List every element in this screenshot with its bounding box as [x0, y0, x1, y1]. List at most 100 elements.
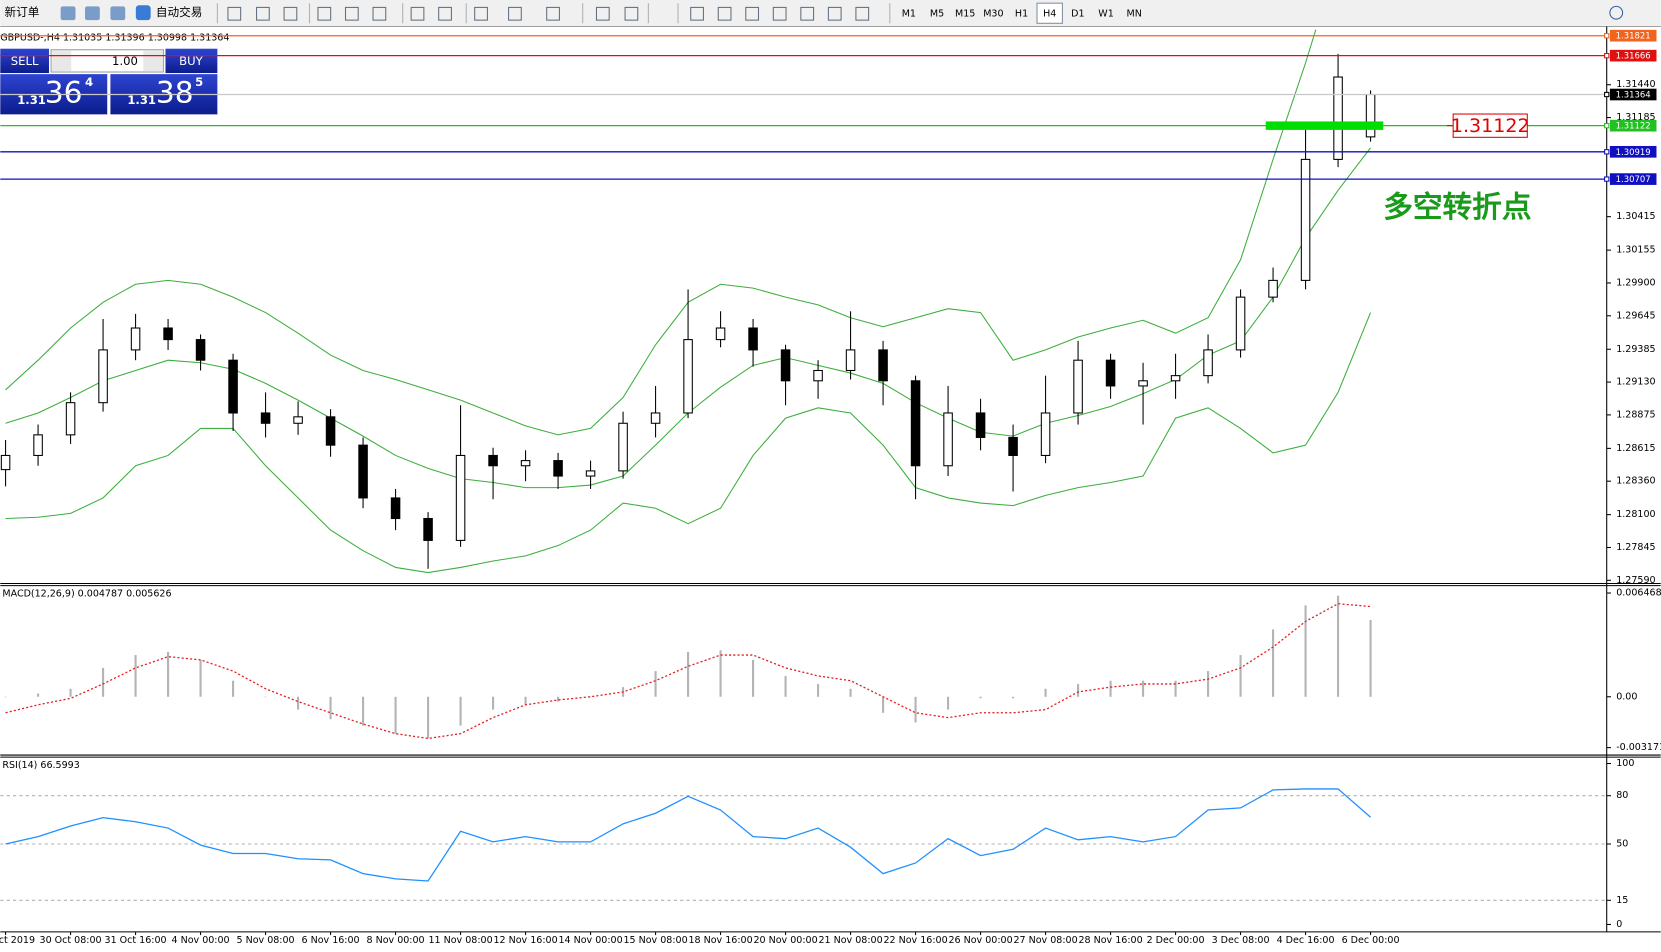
toolbar-icon[interactable] [84, 6, 100, 21]
toolbar-icon[interactable] [317, 6, 332, 21]
macd-bar [1012, 696, 1015, 699]
y-tick-label: 1.29385 [1616, 344, 1655, 355]
price-tag [1609, 145, 1657, 158]
candle-body [163, 327, 173, 341]
toolbar-icon[interactable] [717, 6, 732, 21]
lots-up[interactable] [143, 50, 163, 71]
candle-body [228, 359, 238, 414]
timeframe-button[interactable]: W1 [1098, 8, 1113, 19]
candle-body [553, 460, 563, 477]
candle-body [1170, 375, 1181, 382]
rsi-title: RSI(14) 66.5993 [2, 760, 79, 771]
candle-body [130, 327, 141, 351]
toolbar-icon[interactable] [800, 6, 815, 21]
price-tag-marker [1604, 123, 1610, 129]
price-tag-label: 1.31821 [1616, 31, 1651, 41]
macd-bar [459, 696, 462, 726]
auto-trading-button[interactable]: 自动交易 [156, 5, 203, 19]
timeframe-button[interactable]: M30 [983, 8, 1003, 19]
lots-down[interactable] [52, 50, 72, 71]
toolbar-icon[interactable] [110, 6, 126, 21]
timeframe-button[interactable]: D1 [1071, 8, 1084, 19]
y-tick-label: 1.28100 [1616, 509, 1655, 520]
x-tick-label: 8 Nov 00:00 [367, 935, 425, 946]
candle-body [1105, 359, 1116, 387]
timeframe-button[interactable]: H1 [1015, 8, 1028, 19]
candle-body [260, 412, 271, 424]
toolbar-icon[interactable] [227, 6, 242, 21]
macd-bar [882, 696, 885, 713]
macd-bar [524, 696, 527, 705]
x-tick-label: 21 Nov 08:00 [818, 935, 882, 946]
candle-body [878, 349, 888, 382]
toolbar-icon[interactable] [410, 6, 425, 21]
toolbar-icon[interactable] [772, 6, 787, 21]
timeframe-button[interactable]: H4 [1043, 8, 1056, 19]
toolbar-icon[interactable] [508, 6, 522, 21]
x-tick-label: 31 Oct 16:00 [105, 935, 167, 946]
macd-bar [947, 696, 950, 710]
toolbar-icon[interactable] [256, 6, 270, 21]
candle-body [975, 412, 986, 438]
toolbar-icon[interactable] [690, 6, 704, 21]
price-tag-marker [1604, 33, 1610, 39]
toolbar-icon[interactable] [60, 6, 76, 21]
price-tag-label: 1.31122 [1616, 121, 1651, 131]
timeframe-active [1036, 2, 1063, 24]
candle-body [0, 454, 11, 471]
macd-bar [654, 671, 657, 697]
toolbar-icon[interactable] [344, 6, 359, 21]
y-tick-label: 0.006468 [1616, 588, 1661, 599]
macd-bar [134, 655, 137, 697]
toolbar-icon[interactable] [474, 6, 488, 21]
macd-bar [297, 696, 300, 710]
sell-button[interactable] [0, 48, 49, 74]
toolbar-icon[interactable] [438, 6, 452, 21]
timeframe-button[interactable]: M5 [930, 8, 944, 19]
toolbar-icons [60, 3, 1624, 24]
auto-trading-icon[interactable] [135, 5, 151, 21]
candle-body [1073, 359, 1083, 414]
y-tick-label: 1.31440 [1616, 79, 1655, 90]
toolbar-icon[interactable] [855, 6, 870, 21]
toolbar-icon[interactable] [745, 6, 760, 21]
candle-body [358, 444, 368, 499]
price-tag [1609, 88, 1657, 101]
candle-body [423, 517, 433, 541]
toolbar-icon[interactable] [624, 6, 639, 21]
price-tag-marker [1604, 149, 1610, 155]
macd-bar [687, 651, 690, 697]
x-tick-label: 28 Nov 16:00 [1078, 935, 1142, 946]
toolbar-icon[interactable] [283, 6, 298, 21]
candle-body [195, 339, 206, 361]
candle-body [455, 454, 466, 541]
y-tick-label: -0.003171 [1616, 742, 1661, 753]
new-order-button[interactable]: 新订单 [5, 5, 40, 19]
candle-body [813, 369, 823, 382]
bid-prefix: 1.31 [17, 93, 46, 107]
timeframe-button[interactable]: MN [1127, 8, 1142, 19]
timeframe-button[interactable]: M1 [902, 8, 916, 19]
price-label-box [1452, 113, 1528, 138]
macd-bar [264, 696, 267, 698]
toolbar-icon[interactable] [372, 6, 387, 21]
x-tick-label: 4 Nov 00:00 [172, 935, 230, 946]
annotation-text: 多空转折点 [1383, 189, 1531, 224]
x-tick-label: 22 Nov 16:00 [883, 935, 947, 946]
candle-body [1365, 93, 1376, 138]
candle-body [1268, 279, 1278, 298]
bid-pips: 36 [45, 75, 83, 110]
sell-label: SELL [11, 54, 39, 68]
search-icon[interactable] [1609, 5, 1624, 20]
y-tick-label: 1.30415 [1616, 211, 1655, 222]
candle-body [1008, 436, 1018, 456]
candle-body [293, 416, 303, 424]
buy-button[interactable] [165, 48, 218, 74]
toolbar-icon[interactable] [595, 6, 610, 21]
candle-body [780, 349, 791, 382]
toolbar-icon[interactable] [827, 6, 842, 21]
toolbar-icon[interactable] [546, 6, 560, 21]
macd-bar [1077, 683, 1080, 697]
timeframe-button[interactable]: M15 [955, 8, 975, 19]
